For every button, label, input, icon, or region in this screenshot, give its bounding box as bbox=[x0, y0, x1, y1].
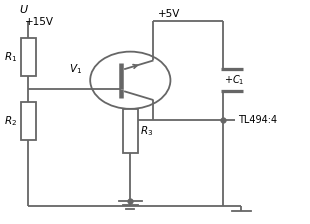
Text: $R_1$: $R_1$ bbox=[4, 50, 17, 64]
Text: $U$: $U$ bbox=[19, 3, 29, 15]
Bar bbox=[21, 102, 36, 140]
Text: $R_3$: $R_3$ bbox=[140, 124, 153, 138]
Text: +15V: +15V bbox=[25, 17, 54, 27]
Text: +5V: +5V bbox=[158, 9, 180, 19]
Text: $R_2$: $R_2$ bbox=[4, 114, 17, 128]
Text: $+C_1$: $+C_1$ bbox=[224, 73, 245, 87]
Bar bbox=[21, 39, 36, 76]
Text: $V_1$: $V_1$ bbox=[69, 62, 82, 76]
Text: TL494:4: TL494:4 bbox=[238, 115, 277, 125]
Bar bbox=[123, 109, 138, 153]
